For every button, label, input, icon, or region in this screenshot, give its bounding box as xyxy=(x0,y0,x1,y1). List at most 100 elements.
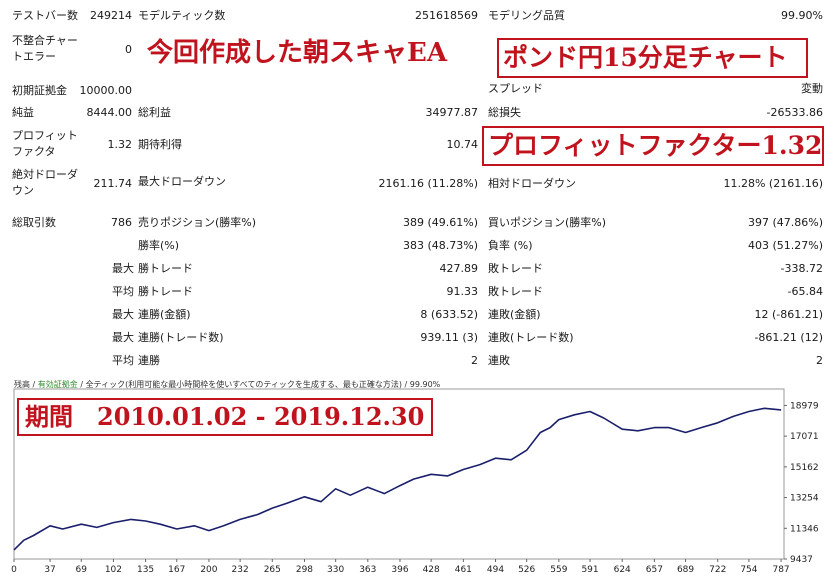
x-tick-label: 559 xyxy=(550,565,567,575)
avg-loss-label: 敗トレード xyxy=(488,285,543,298)
net-label: 純益 xyxy=(12,106,34,119)
win-rate-value: 383 (48.73%) xyxy=(402,239,478,252)
mismatch-value: 0 xyxy=(125,43,132,56)
x-tick-label: 69 xyxy=(76,565,88,575)
loss-rate-value: 403 (51.27%) xyxy=(747,239,823,252)
x-tick-label: 102 xyxy=(105,565,122,575)
long-value: 397 (47.86%) xyxy=(747,216,823,229)
max-label-1: 最大 xyxy=(112,262,134,275)
y-tick-label: 15162 xyxy=(790,463,819,473)
max-win-trades-label: 連勝(トレード数) xyxy=(138,331,224,344)
pf-note-box xyxy=(482,126,824,166)
trades-value: 786 xyxy=(111,216,132,229)
expected-label: 期待利得 xyxy=(138,138,182,151)
x-tick-label: 135 xyxy=(137,565,154,575)
period-note-annotation: 期間 2010.01.02 - 2019.12.30 xyxy=(25,402,425,431)
y-axis: 9437 11346 13254 15162 17071 18979 xyxy=(784,401,819,565)
caption-margin: 有効証拠金 xyxy=(37,380,78,389)
max-label-3: 最大 xyxy=(112,331,134,344)
avg-label-2: 平均 xyxy=(112,354,134,367)
pf-note-annotation: プロフィットファクター1.32 xyxy=(488,131,823,160)
caption-sep: / xyxy=(77,380,86,389)
max-dd-value: 2161.16 (11.28%) xyxy=(378,177,478,190)
x-tick-label: 722 xyxy=(709,565,726,575)
x-tick-label: 330 xyxy=(327,565,344,575)
chart-caption: 残高 / 有効証拠金 / 全ティック(利用可能な最小時間枠を使いすべてのティック… xyxy=(14,379,440,390)
gross-loss-label: 総損失 xyxy=(488,106,521,119)
max-win-label: 勝トレード xyxy=(138,262,193,275)
x-tick-label: 232 xyxy=(232,565,249,575)
short-label: 売りポジション(勝率%) xyxy=(138,216,257,229)
win-rate-label: 勝率(%) xyxy=(138,239,180,252)
short-value: 389 (49.61%) xyxy=(402,216,478,229)
deposit-label: 初期証拠金 xyxy=(12,84,67,97)
y-tick-label: 17071 xyxy=(790,432,819,442)
ticks-value: 251618569 xyxy=(415,9,478,22)
caption-quality: 99.90% xyxy=(409,380,441,389)
avg-consec-loss-label: 連敗 xyxy=(488,354,510,367)
deposit-value: 10000.00 xyxy=(79,84,133,97)
y-tick-label: 11346 xyxy=(790,524,819,534)
max-loss-trades-value: -861.21 (12) xyxy=(754,331,823,344)
consec-win-amt-label: 連勝(金額) xyxy=(138,308,191,321)
x-tick-label: 200 xyxy=(200,565,217,575)
consec-loss-amt-value: 12 (-861.21) xyxy=(754,308,823,321)
pf-value: 1.32 xyxy=(107,138,133,151)
x-tick-label: 494 xyxy=(487,565,504,575)
ticks-label: モデルティック数 xyxy=(138,9,226,22)
gross-profit-value: 34977.87 xyxy=(425,106,479,119)
y-tick-label: 9437 xyxy=(790,555,813,565)
bars-value: 249214 xyxy=(90,9,132,22)
y-tick-label: 18979 xyxy=(790,401,819,411)
gross-profit-label: 総利益 xyxy=(138,106,171,119)
consec-loss-amt-label: 連敗(金額) xyxy=(488,308,541,321)
abs-dd-label-1: 絶対ドローダ xyxy=(12,168,78,181)
caption-sep: / xyxy=(401,380,410,389)
consec-win-amt-value: 8 (633.52) xyxy=(420,308,478,321)
x-tick-label: 0 xyxy=(11,565,17,575)
x-tick-label: 689 xyxy=(677,565,694,575)
x-tick-label: 591 xyxy=(581,565,598,575)
x-tick-label: 363 xyxy=(359,565,376,575)
ea-title-annotation: 今回作成した朝スキャEA xyxy=(147,38,447,68)
max-dd-label: 最大ドローダウン xyxy=(138,175,226,188)
pf-label-1: プロフィット xyxy=(12,129,78,142)
x-tick-label: 298 xyxy=(296,565,313,575)
period-note-box xyxy=(17,398,433,436)
gross-loss-value: -26533.86 xyxy=(766,106,823,119)
max-loss-value: -338.72 xyxy=(780,262,823,275)
balance-line xyxy=(13,407,782,551)
mismatch-label-2: トエラー xyxy=(12,50,56,63)
x-axis: 0 37 69 102 135 167 200 232 265 298 330 363 396 428 46… xyxy=(11,559,790,575)
x-tick-label: 461 xyxy=(455,565,472,575)
max-win-trades-value: 939.11 (3) xyxy=(420,331,478,344)
spread-label: スプレッド xyxy=(488,82,543,95)
loss-rate-label: 負率 (%) xyxy=(488,239,533,252)
y-tick-label: 13254 xyxy=(790,494,819,504)
trades-label: 総取引数 xyxy=(12,216,56,229)
net-value: 8444.00 xyxy=(86,106,133,119)
max-win-value: 427.89 xyxy=(439,262,479,275)
avg-label-1: 平均 xyxy=(112,285,134,298)
long-label: 買いポジション(勝率%) xyxy=(488,216,607,229)
max-label-2: 最大 xyxy=(112,308,134,321)
pair-note-box xyxy=(497,38,808,78)
x-tick-label: 526 xyxy=(518,565,535,575)
rel-dd-label: 相対ドローダウン xyxy=(488,177,576,190)
x-tick-label: 624 xyxy=(614,565,631,575)
x-tick-label: 657 xyxy=(646,565,663,575)
avg-win-label: 勝トレード xyxy=(138,285,193,298)
x-tick-label: 428 xyxy=(423,565,440,575)
pf-label-2: ファクタ xyxy=(12,145,56,158)
spread-value: 変動 xyxy=(801,82,823,95)
rel-dd-value: 11.28% (2161.16) xyxy=(723,177,823,190)
quality-label: モデリング品質 xyxy=(488,9,565,22)
bars-label: テストバー数 xyxy=(12,9,78,22)
avg-consec-loss-value: 2 xyxy=(816,354,823,367)
mismatch-label-1: 不整合チャー xyxy=(12,34,78,47)
x-tick-label: 754 xyxy=(740,565,757,575)
caption-model: 全ティック(利用可能な最小時間枠を使いすべてのティックを生成する、最も正確な方法… xyxy=(85,380,402,389)
avg-win-value: 91.33 xyxy=(446,285,479,298)
x-tick-label: 167 xyxy=(168,565,185,575)
avg-consec-win-value: 2 xyxy=(471,354,478,367)
